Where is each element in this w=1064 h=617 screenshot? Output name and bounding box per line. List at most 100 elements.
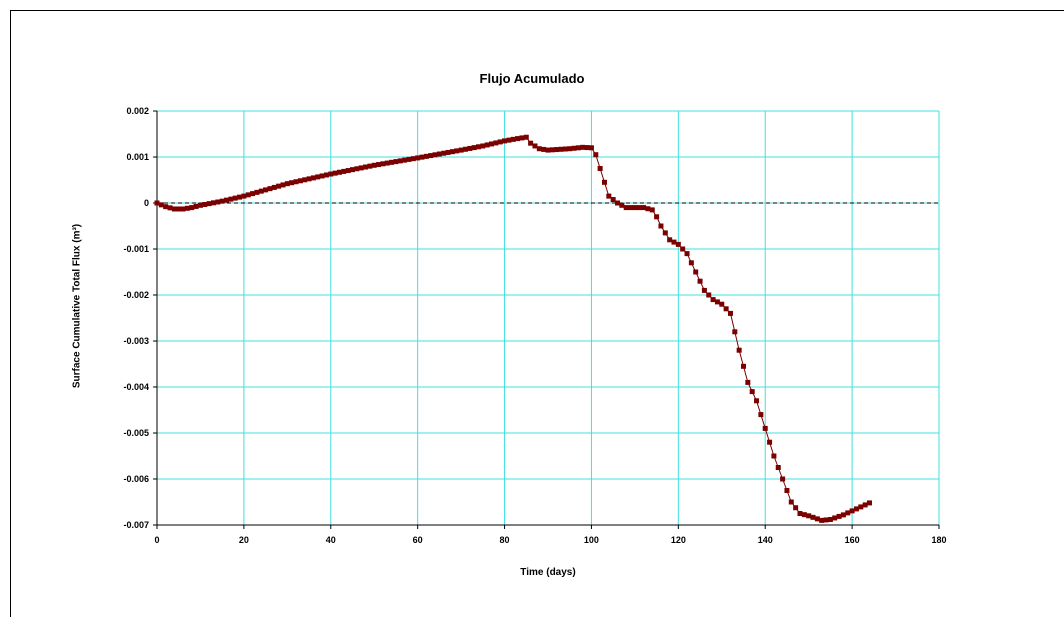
data-point [289,180,295,186]
data-point [323,172,329,178]
data-point [410,156,416,162]
data-point [727,310,733,316]
data-point [202,201,208,207]
data-point [845,510,851,516]
data-point [619,202,625,208]
data-point [332,170,338,176]
data-point [797,511,803,516]
data-point [819,517,825,523]
data-point [593,152,599,158]
x-axis-label: Time (days) [520,567,576,578]
data-point [853,506,859,512]
data-point [180,206,186,212]
data-point [441,150,447,156]
x-tick-label: 20 [239,535,249,545]
data-point [771,453,777,459]
y-tick-label: 0.002 [126,106,149,116]
data-point [741,363,746,369]
data-point [562,146,568,152]
data-point [662,230,668,236]
y-tick-label: -0.004 [123,382,149,392]
data-point [515,136,521,142]
data-point [224,197,230,203]
data-point [541,146,547,152]
data-point [241,193,247,199]
data-point [280,182,286,188]
data-point [615,200,621,206]
data-point [328,171,334,177]
data-point [432,152,438,158]
data-point [306,176,312,182]
x-tick-label: 160 [845,535,860,545]
data-point [736,347,742,353]
data-point [788,499,794,505]
y-tick-label: -0.007 [123,520,149,530]
x-tick-label: 60 [413,535,423,545]
data-point [549,147,555,153]
data-point [393,159,399,165]
data-point [484,142,490,148]
data-point [671,239,677,245]
data-point [628,205,634,211]
data-point [706,292,712,298]
data-point [536,146,542,152]
data-point [762,425,768,431]
data-point [827,516,833,522]
data-point [206,201,212,207]
y-tick-label: -0.001 [123,244,149,254]
data-point [445,149,451,155]
data-point [489,141,495,147]
data-point [675,241,681,247]
data-point [732,329,738,335]
data-point [684,251,690,257]
data-point [849,508,855,514]
data-point [497,139,503,145]
data-point [641,205,647,211]
data-point [389,159,395,165]
data-point [449,149,455,155]
data-point [350,167,355,173]
data-point [723,306,729,312]
data-point [745,379,751,385]
data-point [784,488,790,493]
data-point [654,214,660,220]
data-point [658,223,664,229]
data-point [406,156,412,162]
chart-frame [10,10,1064,617]
data-point [193,203,199,209]
series-line [156,136,870,521]
data-point [371,162,377,168]
data-point [701,287,707,293]
data-point [471,145,477,151]
data-point [814,516,820,522]
data-point [493,140,499,146]
data-point [310,175,316,181]
data-point [475,144,481,150]
data-point [154,200,160,206]
data-point [376,162,382,168]
data-point [767,439,773,445]
data-point [367,163,373,169]
data-point [358,165,364,171]
chart-title: Flujo Acumulado [479,71,585,86]
y-tick-label: -0.006 [123,474,149,484]
y-tick-label: -0.005 [123,428,149,438]
data-point [354,166,360,172]
data-point [636,205,642,211]
data-point [237,194,243,200]
data-point [775,465,781,470]
data-point [380,161,386,167]
data-point [263,187,269,193]
data-point [780,476,786,482]
data-point [571,145,577,151]
data-point [458,147,464,153]
data-point [297,178,303,184]
data-point [632,205,638,211]
data-point [158,202,164,208]
data-point [584,145,590,151]
data-point [680,246,686,252]
data-point [271,184,277,190]
data-point [302,177,308,183]
data-point [649,207,655,213]
data-point [523,134,529,140]
